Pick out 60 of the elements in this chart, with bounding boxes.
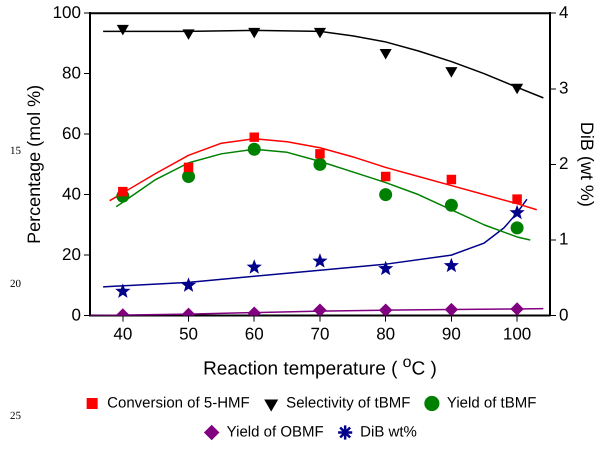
point bbox=[180, 277, 196, 292]
x-tick-label: 40 bbox=[113, 324, 132, 344]
text: 25 bbox=[10, 410, 21, 422]
point bbox=[510, 221, 524, 234]
point bbox=[444, 258, 459, 272]
text: 15 bbox=[10, 145, 21, 157]
y-tick-label: 20 bbox=[62, 244, 81, 264]
point bbox=[380, 172, 390, 182]
point bbox=[379, 188, 392, 202]
point bbox=[444, 303, 458, 316]
y-tick-label: 60 bbox=[62, 124, 81, 143]
point bbox=[313, 304, 326, 316]
y2-tick-label: 3 bbox=[558, 78, 568, 98]
legend-label: Conversion of 5-HMF bbox=[107, 394, 250, 412]
y-tick-label: 100 bbox=[52, 2, 81, 22]
x-tick-label: 80 bbox=[376, 324, 396, 344]
y-axis-title: Percentage (mol %) bbox=[24, 84, 44, 244]
x-axis-title: Reaction temperature ( $^{o}$C ) bbox=[203, 353, 437, 380]
point bbox=[378, 260, 394, 276]
point bbox=[313, 158, 326, 171]
y2-tick-label: 4 bbox=[558, 2, 568, 22]
point bbox=[182, 170, 196, 183]
x-tick-label: 70 bbox=[310, 324, 330, 344]
point bbox=[511, 84, 523, 94]
legend-label: Yield of OBMF bbox=[226, 424, 324, 441]
point bbox=[314, 28, 326, 38]
point bbox=[248, 28, 260, 38]
point bbox=[246, 259, 262, 274]
point bbox=[250, 132, 259, 142]
point bbox=[182, 29, 194, 40]
text: 20 bbox=[10, 278, 21, 290]
point bbox=[379, 304, 392, 316]
point bbox=[117, 24, 129, 35]
x-tick-label: 90 bbox=[442, 324, 461, 344]
y2-tick-label: 0 bbox=[558, 305, 568, 324]
point bbox=[315, 149, 325, 159]
point bbox=[184, 162, 194, 172]
point bbox=[248, 142, 261, 156]
legend-label: Selectivity of tBMF bbox=[286, 394, 410, 412]
point bbox=[510, 302, 524, 316]
point bbox=[446, 67, 458, 78]
point bbox=[380, 49, 392, 60]
legend-label: DiB wt% bbox=[360, 424, 417, 441]
y2-axis-title: DiB (wt %) bbox=[577, 122, 598, 207]
x-tick-label: 50 bbox=[179, 324, 198, 344]
point bbox=[512, 194, 522, 204]
point bbox=[312, 253, 328, 268]
point bbox=[115, 283, 130, 298]
y-tick-label: 40 bbox=[62, 184, 81, 204]
point bbox=[444, 198, 458, 212]
x-tick-label: 100 bbox=[502, 324, 532, 344]
point bbox=[509, 204, 525, 220]
point bbox=[118, 186, 128, 196]
y-tick-label: 80 bbox=[62, 63, 81, 82]
x-tick-label: 60 bbox=[244, 324, 264, 344]
legend-label: Yield of tBMF bbox=[446, 394, 536, 412]
y2-tick-label: 2 bbox=[558, 154, 568, 174]
y2-tick-label: 1 bbox=[558, 230, 568, 249]
y-tick-label: 0 bbox=[71, 305, 81, 324]
point bbox=[446, 174, 456, 184]
